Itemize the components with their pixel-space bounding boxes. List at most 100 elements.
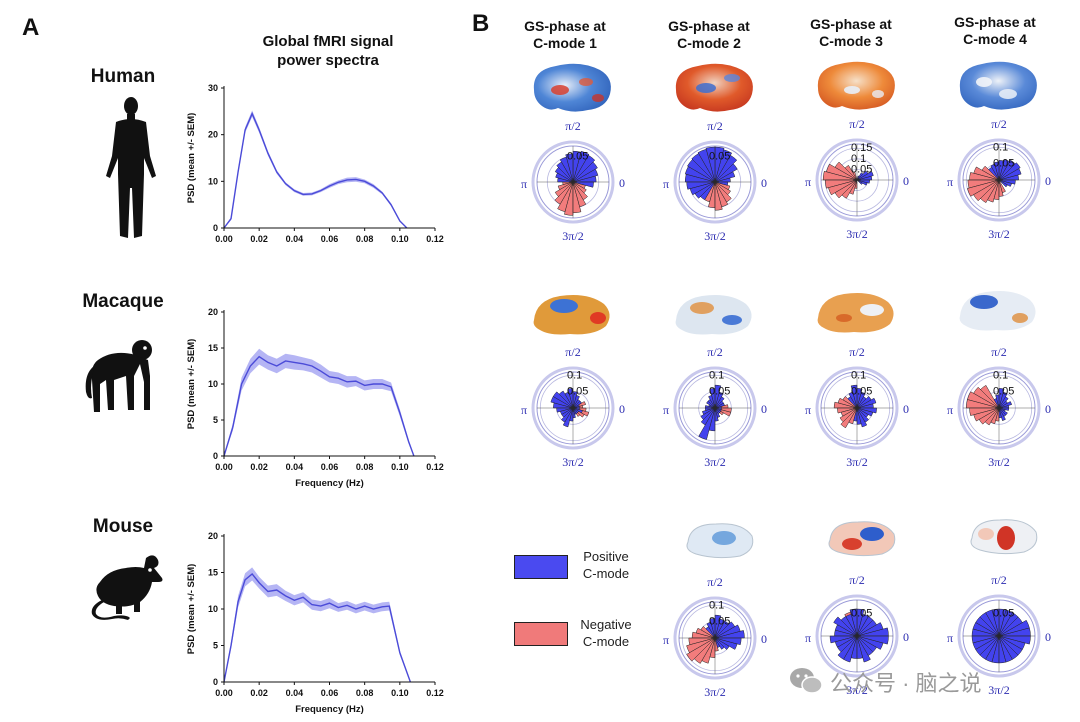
psd-line (223, 572, 412, 683)
angle-label-right: 0 (1045, 630, 1051, 644)
psd-chart-mouse: 0 5 10 15 20 0.00 0.02 0.04 0.06 0.08 0.10 0.12 PSD … (186, 531, 444, 715)
angle-label-bottom: 3π/2 (704, 229, 725, 243)
rose-outer-ring (673, 366, 757, 450)
positive-bin (555, 172, 574, 183)
psd-line (223, 355, 415, 457)
x-tick-label: 0.08 (356, 688, 374, 698)
x-tick-label: 0.02 (250, 234, 268, 244)
negative-bin (980, 179, 1000, 204)
negative-bin (572, 181, 587, 194)
negative-bin (967, 179, 1000, 197)
negative-bin (693, 637, 716, 664)
angle-label-top: π/2 (565, 345, 580, 359)
panel-a-letter: A (22, 14, 40, 41)
positive-bin (697, 148, 716, 183)
y-tick-label: 0 (213, 451, 218, 461)
positive-bin (554, 167, 574, 183)
sem-band (224, 348, 414, 456)
positive-bin (559, 156, 574, 183)
positive-bin (856, 170, 869, 181)
x-tick-label: 0.10 (391, 234, 409, 244)
rose-ring-label: 0.05 (851, 163, 872, 175)
x-tick-label: 0.06 (321, 234, 339, 244)
positive-bin (705, 626, 716, 639)
brain-map-macaque-c1 (533, 295, 610, 335)
rose-plot-mouse-c2: 0.05 0.1 π/2 3π/2 π 0 (663, 575, 767, 699)
angle-label-bottom: 3π/2 (846, 455, 867, 469)
column-header-2-line1: GS-phase at (668, 18, 750, 34)
angle-label-top: π/2 (991, 117, 1006, 131)
positive-bin (694, 181, 716, 199)
column-header-1-line2: C-mode 1 (533, 35, 597, 51)
angle-label-top: π/2 (849, 573, 864, 587)
brain-map-human-c4 (959, 61, 1037, 110)
rose-ring-label: 0.1 (851, 153, 866, 165)
rose-outer-ring (673, 140, 757, 224)
brain-map-macaque-c4 (959, 291, 1036, 331)
y-tick-label: 0 (213, 677, 218, 687)
rose-ring-label: 0.05 (993, 386, 1014, 398)
angle-label-top: π/2 (707, 345, 722, 359)
rose-outer-ring (957, 594, 1041, 678)
positive-bin (706, 400, 716, 409)
angle-label-top: π/2 (707, 119, 722, 133)
positive-bin (572, 407, 583, 414)
brain-map-mouse-c2 (686, 523, 754, 559)
legend-positive-line1: Positive (583, 549, 629, 564)
positive-bin (700, 181, 716, 201)
x-tick-label: 0.04 (286, 234, 304, 244)
rose-plot-macaque-c3: 0.05 0.1 π/2 3π/2 π 0 (805, 345, 909, 469)
positive-bin (687, 159, 716, 183)
rose-plot-macaque-c1: 0.05 0.1 π/2 3π/2 π 0 (521, 345, 625, 469)
y-tick-label: 30 (208, 83, 218, 93)
positive-bin (698, 407, 716, 440)
angle-label-right: 0 (761, 402, 767, 416)
positive-bin (833, 616, 858, 637)
angle-label-top: π/2 (707, 575, 722, 589)
positive-bin (684, 166, 716, 183)
negative-bin (841, 179, 858, 199)
rose-outer-ring (957, 138, 1041, 222)
negative-bin (572, 181, 588, 201)
x-tick-label: 0.12 (426, 462, 444, 472)
x-tick-label: 0.08 (356, 462, 374, 472)
positive-bin (714, 624, 741, 639)
angle-label-left: π (663, 177, 669, 191)
rose-plot-human-c2: 0.05 π/2 3π/2 π 0 (663, 119, 767, 243)
column-header-3-line1: GS-phase at (810, 16, 892, 32)
psd-chart-human: 0 10 20 30 0.00 0.02 0.04 0.06 0.08 0.10 0.12 PSD (… (186, 83, 444, 244)
brain-map-mouse-c4 (970, 519, 1038, 555)
angle-label-right: 0 (619, 176, 625, 190)
rose-outer-ring (673, 596, 757, 680)
negative-bin (714, 181, 731, 191)
y-tick-label: 15 (208, 343, 218, 353)
positive-bin (847, 396, 858, 409)
angle-label-left: π (521, 403, 527, 417)
rose-ring-label: 0.05 (993, 158, 1014, 170)
positive-bin (562, 407, 574, 428)
negative-bin (848, 407, 858, 425)
angle-label-left: π (663, 633, 669, 647)
positive-bin (993, 398, 1000, 409)
negative-bin (686, 637, 716, 662)
rose-plot-human-c1: 0.05 π/2 3π/2 π 0 (521, 119, 625, 243)
rose-ring-label: 0.05 (567, 150, 588, 162)
y-tick-label: 5 (213, 641, 218, 651)
angle-label-left: π (521, 177, 527, 191)
legend-label-negative: Negative C-mode (568, 616, 644, 650)
rose-plot-mouse-c3: 0.05 π/2 3π/2 π 0 (805, 573, 909, 697)
rose-ring-label: 0.05 (851, 386, 872, 398)
negative-bin (998, 179, 1006, 193)
y-tick-label: 20 (208, 531, 218, 541)
x-tick-label: 0.06 (321, 688, 339, 698)
angle-label-bottom: 3π/2 (846, 683, 867, 697)
angle-label-bottom: 3π/2 (988, 455, 1009, 469)
legend-positive-line2: C-mode (582, 566, 630, 581)
negative-bin (978, 407, 1000, 425)
column-header-3-line2: C-mode 3 (819, 33, 883, 49)
panel-b-letter: B (472, 10, 490, 37)
angle-label-right: 0 (903, 402, 909, 416)
negative-bin (701, 637, 716, 664)
negative-bin (840, 407, 858, 429)
negative-bin (973, 407, 1000, 422)
